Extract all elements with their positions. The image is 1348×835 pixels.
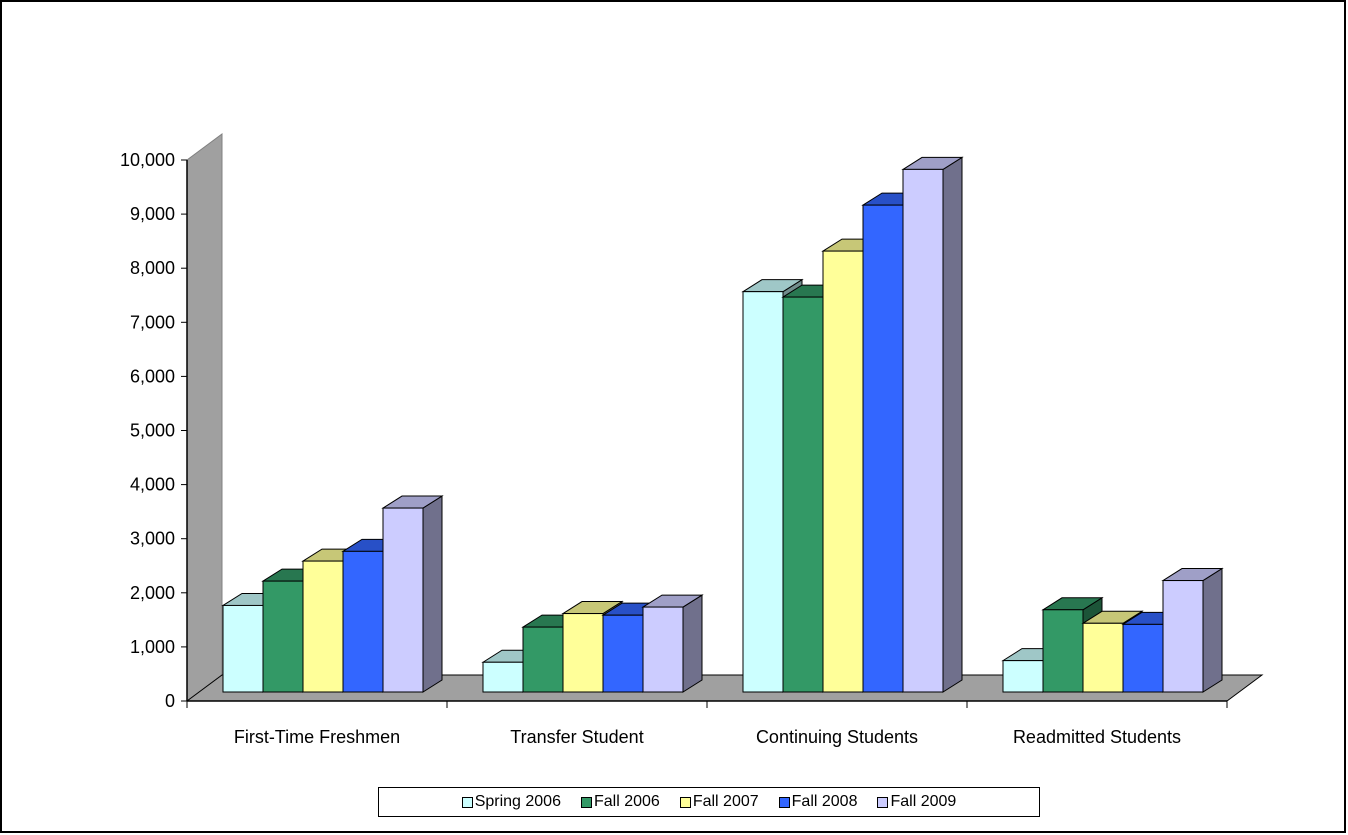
chart-bars [221,156,1224,693]
bar [901,156,964,693]
legend-swatch [778,796,790,808]
legend: Spring 2006 Fall 2006 Fall 2007 Fall 2008 Fa… [378,787,1040,817]
legend-item: Spring 2006 [461,793,561,811]
y-tick-label: 8,000 [130,258,175,278]
chart-walls [185,133,1264,702]
legend-label: Fall 2008 [791,793,858,810]
legend-label: Spring 2006 [474,793,561,810]
x-category-label: Readmitted Students [1013,727,1181,747]
legend-label: Fall 2006 [593,793,660,810]
y-tick-label: 3,000 [130,529,175,549]
y-tick-label: 10,000 [120,150,175,170]
legend-item: Fall 2008 [778,793,858,811]
legend-swatch [580,796,592,808]
x-category-label: First-Time Freshmen [234,727,400,747]
y-tick-label: 0 [165,691,175,711]
legend-label: Fall 2009 [890,793,957,810]
legend-swatch [461,796,473,808]
bar [641,594,704,693]
legend-label: Fall 2007 [692,793,759,810]
bar [381,495,444,693]
legend-item: Fall 2006 [580,793,660,811]
x-category-label: Continuing Students [756,727,918,747]
chart-labels: 0 1,000 2,000 3,000 4,000 5,000 6,000 7,000 8,00… [120,150,1181,747]
legend-item: Fall 2009 [877,793,956,811]
y-tick-label: 5,000 [130,421,175,441]
y-tick-label: 2,000 [130,583,175,603]
back-wall [186,133,223,702]
legend-swatch [877,796,889,808]
chart-axes [181,159,1228,708]
legend-swatch [679,796,691,808]
y-tick-label: 6,000 [130,366,175,386]
y-tick-label: 1,000 [130,637,175,657]
y-tick-label: 4,000 [130,475,175,495]
bar [1161,567,1224,693]
y-tick-label: 9,000 [130,204,175,224]
x-category-label: Transfer Student [510,727,643,747]
legend-item: Fall 2007 [679,793,759,811]
y-tick-label: 7,000 [130,312,175,332]
